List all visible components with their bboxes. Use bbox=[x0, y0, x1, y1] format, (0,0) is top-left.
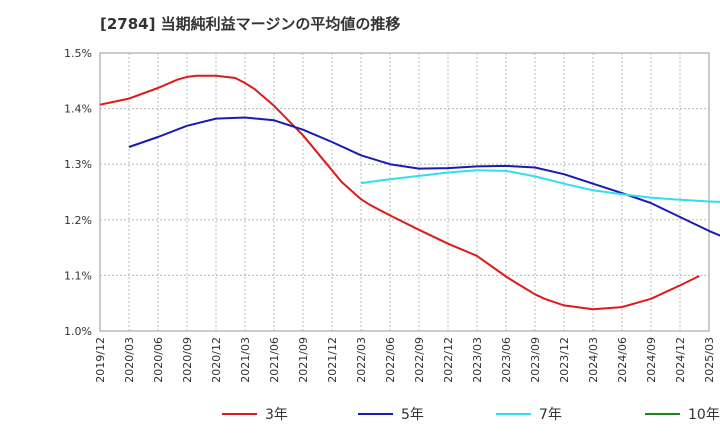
x-tick-label: 2023/09 bbox=[529, 337, 542, 383]
y-tick-label: 1.0% bbox=[64, 325, 92, 338]
x-tick-label: 2023/06 bbox=[500, 337, 513, 383]
legend: 3年 5年 7年 10年 bbox=[222, 407, 720, 423]
x-tick-label: 2021/03 bbox=[239, 337, 252, 383]
x-tick-label: 2023/12 bbox=[558, 337, 571, 383]
x-axis: 2019/12 2020/03 2020/06 2020/09 2020/12 2021/… bbox=[94, 337, 716, 383]
grid-lines bbox=[100, 53, 709, 331]
x-tick-label: 2020/06 bbox=[152, 337, 165, 383]
x-tick-label: 2024/06 bbox=[616, 337, 629, 383]
legend-label: 10年 bbox=[688, 407, 720, 423]
legend-label: 5年 bbox=[401, 407, 424, 423]
legend-label: 3年 bbox=[265, 407, 288, 423]
x-tick-label: 2024/03 bbox=[587, 337, 600, 383]
x-tick-label: 2022/03 bbox=[355, 337, 368, 383]
x-tick-label: 2020/12 bbox=[210, 337, 223, 383]
y-axis: 1.0% 1.1% 1.2% 1.3% 1.4% 1.5% bbox=[64, 47, 92, 338]
x-tick-label: 2024/09 bbox=[645, 337, 658, 383]
x-tick-label: 2020/09 bbox=[181, 337, 194, 383]
y-tick-label: 1.5% bbox=[64, 47, 92, 60]
x-tick-label: 2022/06 bbox=[384, 337, 397, 383]
legend-label: 7年 bbox=[539, 407, 562, 423]
series-lines bbox=[99, 74, 720, 311]
y-tick-label: 1.1% bbox=[64, 269, 92, 282]
y-tick-label: 1.3% bbox=[64, 158, 92, 171]
x-tick-label: 2019/12 bbox=[94, 337, 107, 383]
y-tick-label: 1.2% bbox=[64, 214, 92, 227]
x-tick-label: 2021/12 bbox=[326, 337, 339, 383]
x-tick-label: 2025/03 bbox=[703, 337, 716, 383]
series-line-7年 bbox=[360, 169, 720, 203]
x-tick-label: 2023/03 bbox=[471, 337, 484, 383]
x-tick-label: 2021/06 bbox=[268, 337, 281, 383]
x-tick-label: 2022/12 bbox=[442, 337, 455, 383]
series-line-3年 bbox=[99, 74, 700, 311]
x-tick-label: 2021/09 bbox=[297, 337, 310, 383]
x-tick-label: 2020/03 bbox=[123, 337, 136, 383]
y-tick-label: 1.4% bbox=[64, 103, 92, 116]
series-line-5年 bbox=[128, 116, 720, 237]
x-tick-label: 2022/09 bbox=[413, 337, 426, 383]
chart-title: [2784] 当期純利益マージンの平均値の推移 bbox=[100, 15, 401, 33]
x-tick-label: 2024/12 bbox=[674, 337, 687, 383]
